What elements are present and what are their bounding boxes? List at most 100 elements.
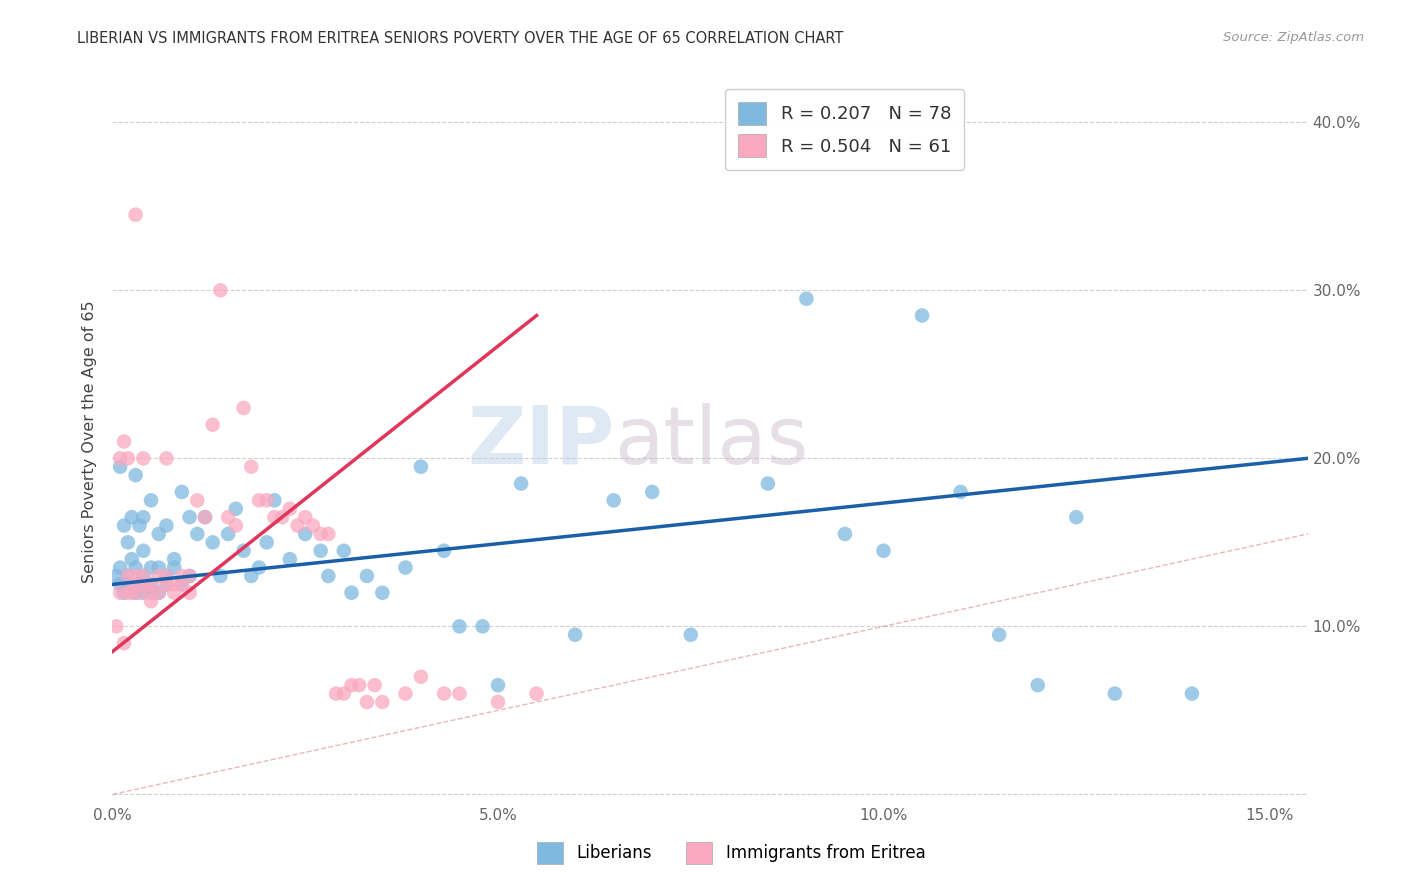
Point	[105, 619, 128, 633]
Point	[163, 586, 186, 600]
Point	[486, 695, 509, 709]
Point	[132, 577, 155, 591]
Point	[194, 510, 217, 524]
Point	[256, 535, 278, 549]
Point	[240, 459, 263, 474]
Point	[564, 628, 586, 642]
Point	[108, 451, 131, 466]
Point	[209, 283, 232, 297]
Point	[132, 569, 155, 583]
Point	[132, 586, 155, 600]
Point	[201, 535, 224, 549]
Point	[209, 569, 232, 583]
Point	[139, 577, 162, 591]
Point	[247, 493, 270, 508]
Point	[148, 586, 170, 600]
Point	[179, 569, 201, 583]
Point	[179, 586, 201, 600]
Point	[526, 687, 548, 701]
Point	[148, 527, 170, 541]
Point	[124, 586, 146, 600]
Point	[872, 543, 894, 558]
Point	[309, 527, 332, 541]
Point	[124, 577, 146, 591]
Point	[117, 535, 139, 549]
Point	[139, 586, 162, 600]
Point	[333, 687, 356, 701]
Point	[287, 518, 309, 533]
Text: LIBERIAN VS IMMIGRANTS FROM ERITREA SENIORS POVERTY OVER THE AGE OF 65 CORRELATI: LIBERIAN VS IMMIGRANTS FROM ERITREA SENI…	[77, 31, 844, 46]
Point	[232, 543, 254, 558]
Point	[333, 543, 356, 558]
Point	[263, 493, 285, 508]
Point	[121, 552, 143, 566]
Point	[132, 510, 155, 524]
Point	[132, 543, 155, 558]
Point	[148, 586, 170, 600]
Point	[155, 569, 177, 583]
Legend: R = 0.207   N = 78, R = 0.504   N = 61: R = 0.207 N = 78, R = 0.504 N = 61	[725, 89, 965, 170]
Point	[796, 292, 818, 306]
Point	[217, 510, 239, 524]
Point	[112, 586, 135, 600]
Point	[163, 577, 186, 591]
Point	[132, 569, 155, 583]
Point	[394, 560, 416, 574]
Point	[163, 552, 186, 566]
Point	[117, 577, 139, 591]
Point	[302, 518, 325, 533]
Point	[186, 493, 208, 508]
Point	[139, 560, 162, 574]
Text: atlas: atlas	[614, 402, 808, 481]
Point	[247, 560, 270, 574]
Point	[232, 401, 254, 415]
Point	[409, 459, 432, 474]
Point	[108, 459, 131, 474]
Point	[132, 451, 155, 466]
Point	[371, 586, 394, 600]
Point	[471, 619, 494, 633]
Point	[486, 678, 509, 692]
Point	[108, 577, 131, 591]
Point	[179, 569, 201, 583]
Point	[117, 569, 139, 583]
Point	[409, 670, 432, 684]
Point	[1104, 687, 1126, 701]
Point	[155, 577, 177, 591]
Point	[139, 586, 162, 600]
Point	[117, 569, 139, 583]
Point	[112, 636, 135, 650]
Point	[163, 560, 186, 574]
Point	[988, 628, 1011, 642]
Point	[1181, 687, 1204, 701]
Point	[356, 695, 378, 709]
Point	[128, 586, 150, 600]
Point	[394, 687, 416, 701]
Point	[278, 552, 301, 566]
Point	[117, 451, 139, 466]
Point	[155, 518, 177, 533]
Point	[170, 577, 193, 591]
Point	[155, 577, 177, 591]
Point	[124, 208, 146, 222]
Point	[179, 510, 201, 524]
Point	[449, 619, 471, 633]
Point	[139, 594, 162, 608]
Point	[325, 687, 347, 701]
Point	[949, 485, 972, 500]
Point	[117, 586, 139, 600]
Y-axis label: Seniors Poverty Over the Age of 65: Seniors Poverty Over the Age of 65	[82, 301, 97, 582]
Point	[602, 493, 624, 508]
Point	[148, 560, 170, 574]
Point	[170, 569, 193, 583]
Point	[510, 476, 533, 491]
Point	[356, 569, 378, 583]
Point	[128, 518, 150, 533]
Point	[225, 501, 247, 516]
Point	[124, 577, 146, 591]
Point	[449, 687, 471, 701]
Point	[201, 417, 224, 432]
Point	[128, 577, 150, 591]
Point	[834, 527, 856, 541]
Legend: Liberians, Immigrants from Eritrea: Liberians, Immigrants from Eritrea	[530, 836, 932, 871]
